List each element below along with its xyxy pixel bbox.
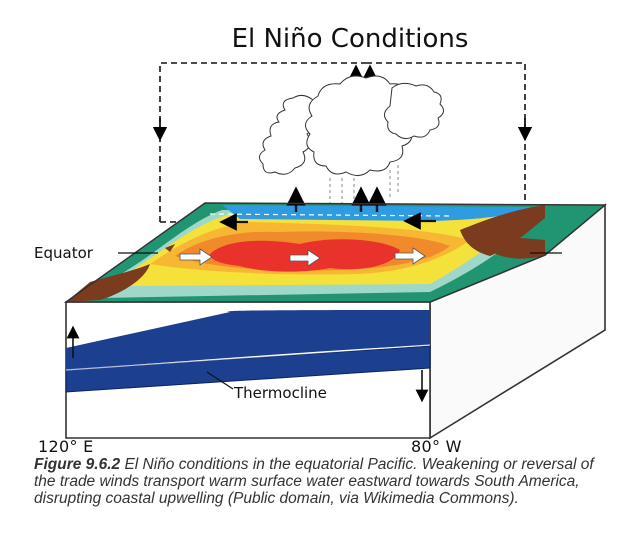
thermocline-label: Thermocline [234,384,327,402]
deep-water-layer [66,310,430,370]
longitude-east-label: 80° W [411,437,462,456]
wind-arrow-icon [289,249,321,267]
longitude-west-label: 120° E [38,437,94,456]
thermocline-pointer [206,371,234,390]
wind-arrow-icon [179,248,213,266]
sea-surface-temperature-map [63,186,607,303]
convection-clouds-icon [259,75,444,205]
diagram-title: El Niño Conditions [231,24,469,54]
equator-label: Equator [34,244,93,262]
ocean-box [65,203,606,440]
caption-text: El Niño conditions in the equatorial Pac… [34,456,594,507]
figure-caption: Figure 9.6.2 El Niño conditions in the e… [34,456,614,507]
wind-arrow-icon [394,247,426,265]
figure-label: Figure 9.6.2 [34,456,121,473]
